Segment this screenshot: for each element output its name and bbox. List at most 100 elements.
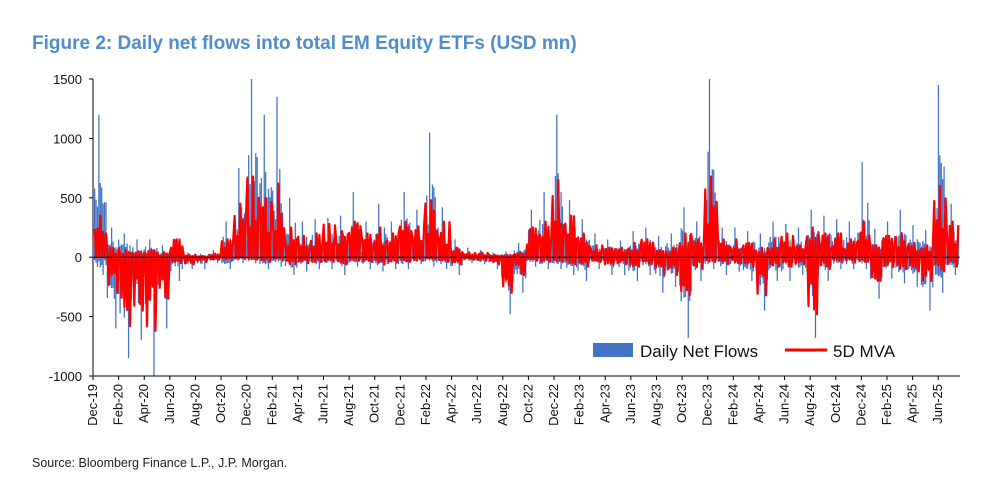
flow-bar — [458, 249, 460, 276]
flow-bar — [204, 256, 206, 270]
x-tick-label: Jun-23 — [623, 384, 638, 424]
flow-bar — [554, 175, 557, 261]
flow-bar — [403, 191, 405, 260]
flow-bar — [390, 221, 393, 260]
flow-bar — [765, 251, 767, 268]
x-tick-label: Feb-21 — [264, 384, 279, 425]
flow-bar — [352, 191, 354, 262]
flow-bar — [98, 114, 100, 262]
flow-bar — [256, 157, 258, 260]
flow-bar — [276, 96, 278, 260]
flow-bar — [696, 221, 698, 267]
flow-bar — [611, 249, 613, 276]
flow-bar — [267, 188, 270, 270]
flow-bar — [161, 245, 164, 271]
x-tick-label: Aug-21 — [341, 384, 356, 426]
flow-bar — [951, 245, 954, 265]
flow-bar — [522, 252, 524, 293]
x-tick-label: Aug-22 — [495, 384, 510, 426]
flow-bar — [707, 151, 709, 265]
flow-bar — [297, 248, 299, 264]
x-tick-label: Oct-22 — [520, 384, 535, 423]
flow-bar — [314, 219, 316, 261]
x-tick-label: Dec-22 — [546, 384, 561, 426]
bars-group — [94, 79, 959, 376]
flow-bar — [428, 132, 431, 261]
flow-bar — [687, 241, 689, 338]
flow-bar — [301, 221, 304, 261]
x-tick-label: Feb-20 — [111, 384, 126, 425]
flow-bar — [895, 249, 897, 268]
flow-bar — [467, 247, 469, 260]
x-tick-label: Jun-21 — [316, 384, 331, 424]
y-tick-label: 1000 — [53, 131, 82, 146]
flow-bar — [344, 245, 346, 276]
flow-bar — [937, 84, 940, 277]
legend: Daily Net Flows 5D MVA — [593, 342, 896, 361]
flow-bar — [918, 241, 920, 266]
flow-bar — [594, 233, 596, 260]
flow-bar — [657, 235, 660, 268]
x-tick-label: Apr-25 — [905, 384, 920, 423]
flow-bar — [861, 162, 863, 264]
x-tick-label: Apr-22 — [444, 384, 459, 423]
flow-bar — [556, 114, 558, 264]
legend-daily-net-flows-label: Daily Net Flows — [640, 342, 758, 361]
flow-bar — [674, 252, 677, 287]
flow-bar — [532, 247, 534, 262]
y-tick-label: -500 — [56, 310, 82, 325]
flow-bar — [607, 239, 609, 261]
flow-bar — [636, 248, 639, 281]
flow-bar — [153, 253, 155, 376]
flow-bar — [450, 252, 452, 266]
flow-bar — [797, 227, 800, 268]
y-tick-label: 0 — [75, 250, 82, 265]
x-tick-label: Dec-23 — [700, 384, 715, 426]
flow-bar — [378, 203, 380, 264]
x-tick-label: Aug-23 — [648, 384, 663, 426]
flow-bar — [659, 250, 661, 277]
x-tick-label: Apr-21 — [290, 384, 305, 423]
flow-bar — [810, 209, 812, 276]
x-tick-label: Oct-21 — [367, 384, 382, 423]
flow-bar — [94, 188, 96, 261]
x-tick-label: Feb-22 — [418, 384, 433, 425]
flow-bar — [263, 114, 265, 264]
flow-bar — [628, 252, 630, 271]
flow-bar — [827, 247, 829, 281]
flow-bar — [255, 153, 257, 264]
x-tick-label: Oct-23 — [674, 384, 689, 423]
flow-bar — [802, 250, 804, 276]
flow-bar — [912, 225, 914, 274]
x-tick-label: Oct-20 — [213, 384, 228, 423]
flow-bar — [115, 247, 117, 329]
flow-bar — [543, 191, 545, 262]
flow-bar — [166, 253, 168, 329]
chart-title: Figure 2: Daily net flows into total EM … — [32, 33, 577, 54]
flow-bar — [318, 242, 320, 270]
flow-bar — [289, 197, 291, 265]
x-tick-label: Dec-19 — [85, 384, 100, 426]
flow-bar — [454, 239, 456, 263]
flow-bar — [106, 252, 108, 299]
source-note: Source: Bloomberg Finance L.P., J.P. Mor… — [32, 456, 288, 470]
x-tick-label: Feb-23 — [572, 384, 587, 425]
x-tick-label: Oct-24 — [828, 384, 843, 423]
legend-5d-mva-label: 5D MVA — [833, 342, 896, 361]
flow-bar — [142, 253, 144, 271]
flow-bar — [776, 249, 778, 281]
flow-bar — [250, 79, 253, 259]
flow-bar — [929, 246, 931, 311]
x-tick-label: Feb-24 — [725, 384, 740, 425]
x-ticks-group: Dec-19 Feb-20 Apr-20 Jun-20 Aug-20 Oct-20 Dec-… — [85, 376, 945, 426]
legend-bar-swatch — [593, 343, 633, 357]
x-tick-label: Feb-25 — [879, 384, 894, 425]
flow-bar — [708, 79, 711, 262]
flow-bar — [293, 245, 295, 276]
y-ticks-group: -1000 -500 0 500 1000 1500 — [49, 72, 93, 384]
flow-bar — [772, 221, 774, 267]
flow-bar — [867, 202, 869, 263]
x-tick-label: Apr-20 — [136, 384, 151, 423]
flow-bar — [742, 249, 745, 271]
